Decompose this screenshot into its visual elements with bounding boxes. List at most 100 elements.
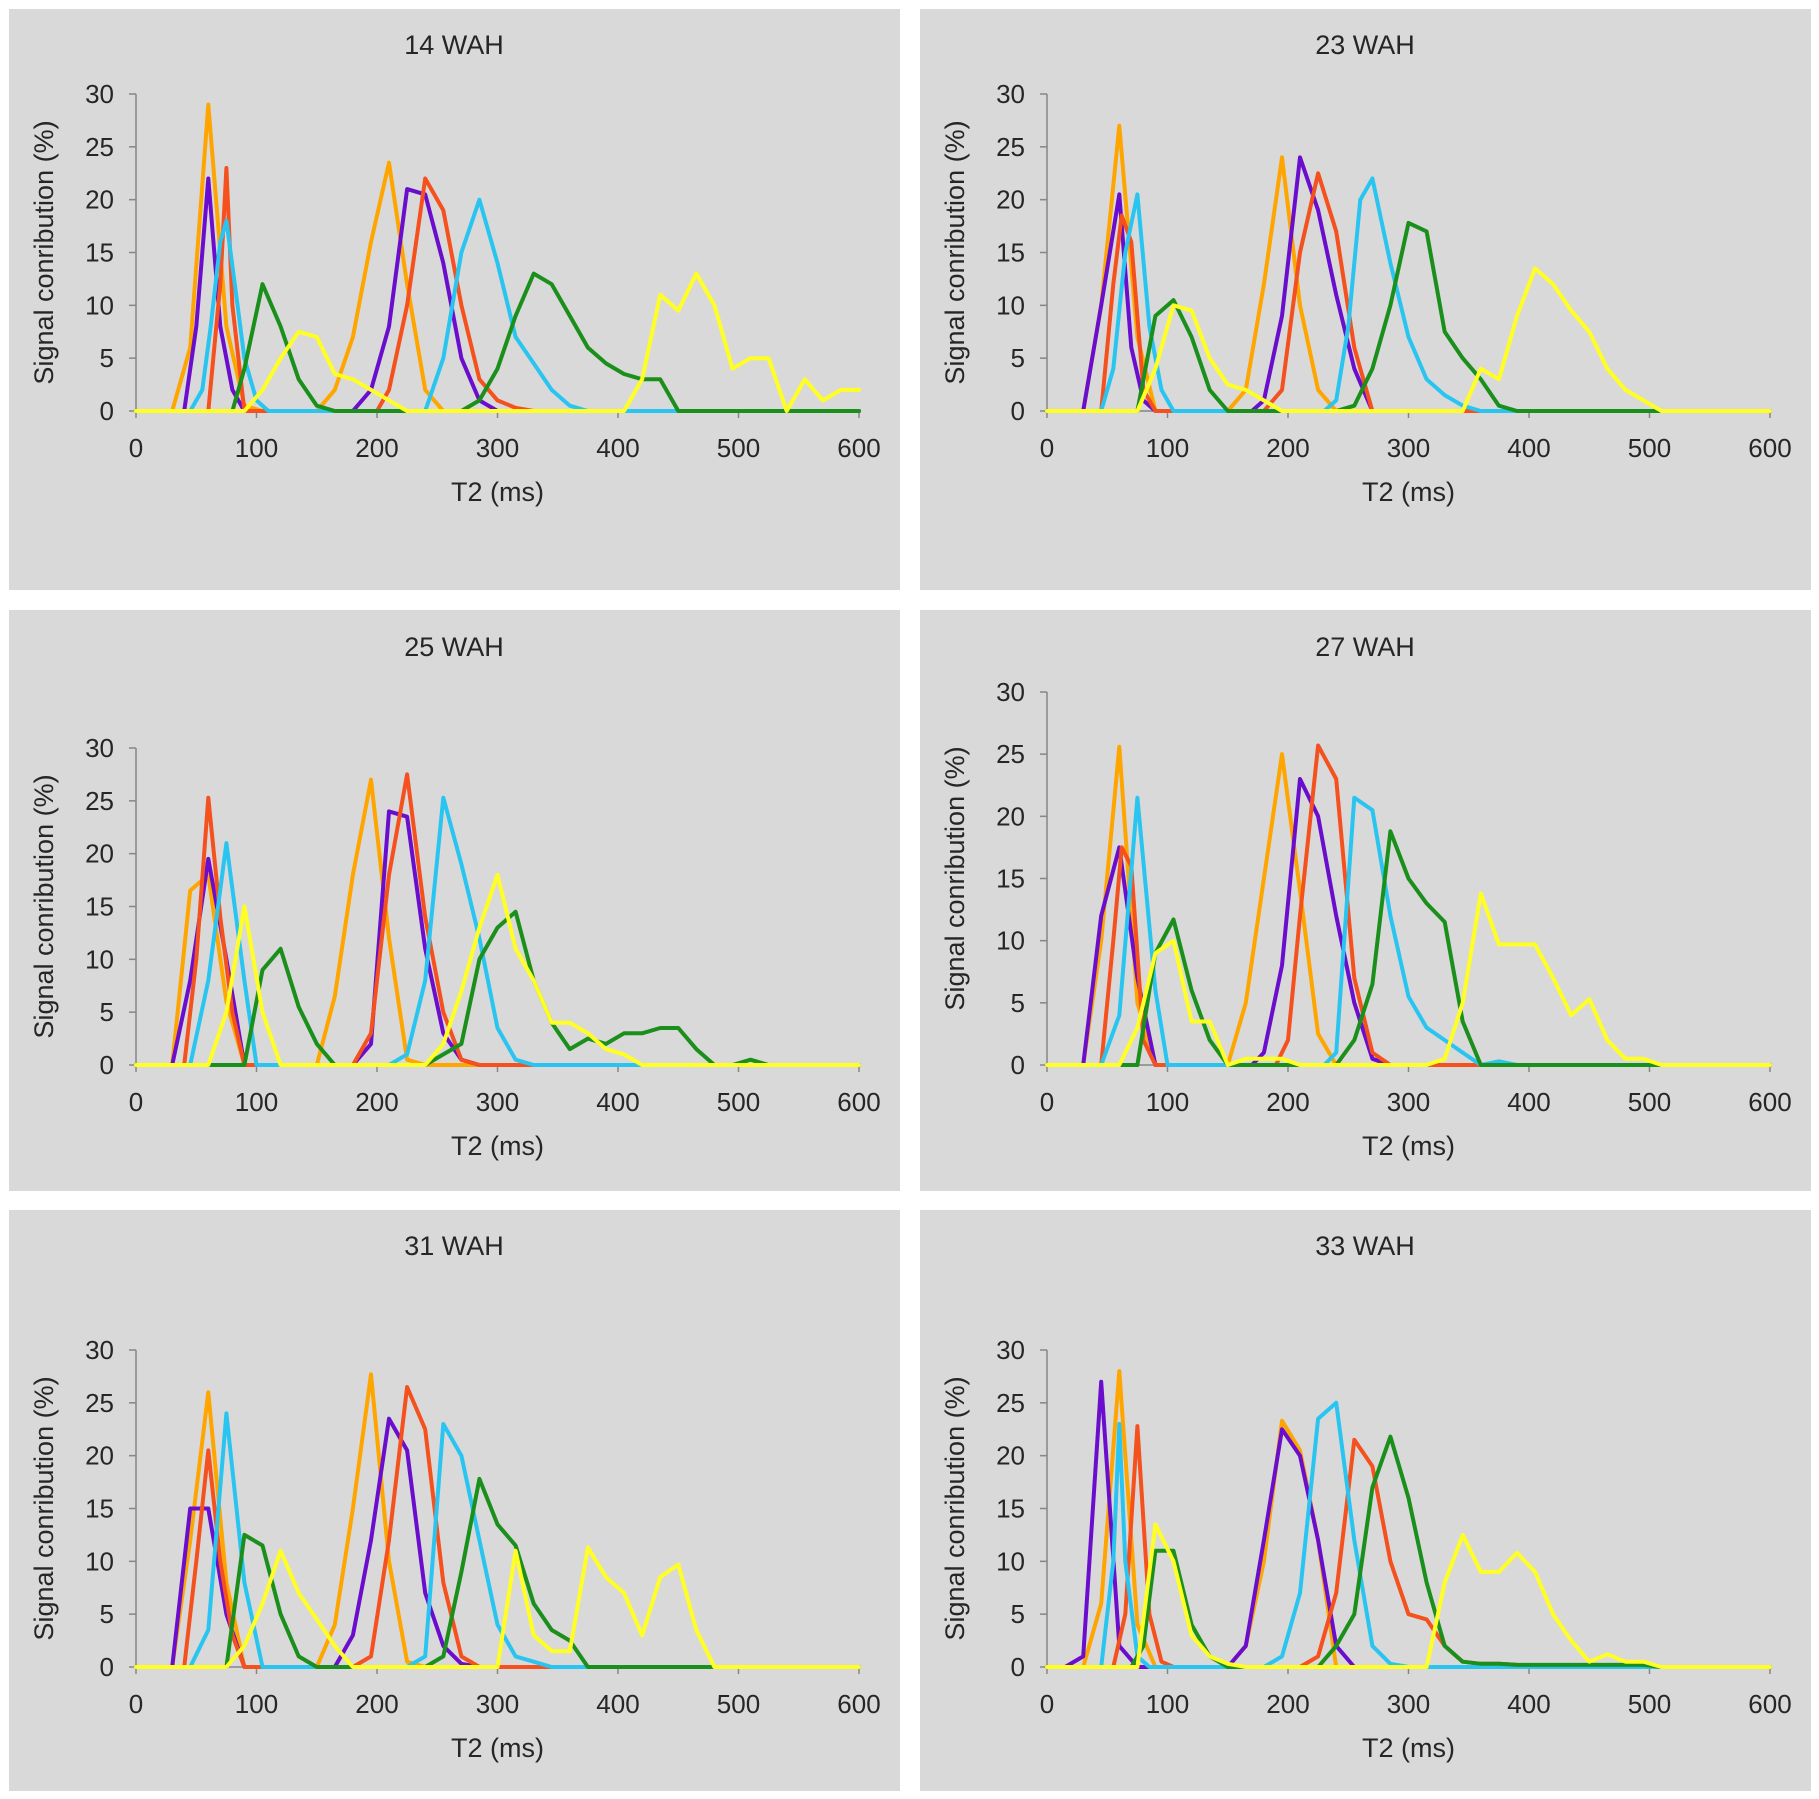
series-line-yellow [134, 1545, 861, 1669]
x-tick-label: 100 [235, 1087, 278, 1117]
x-tick-label: 600 [1748, 1689, 1791, 1719]
y-tick-label: 20 [996, 801, 1025, 831]
y-axis-label: Signal conribution (%) [29, 774, 59, 1038]
x-tick-label: 100 [235, 433, 278, 463]
y-tick-label: 0 [1011, 396, 1025, 426]
y-tick-label: 15 [85, 238, 114, 268]
chart-panel-23-wah: 23 WAH 0 5 10 15 20 25 30 0 100 200 300 400 500 600 T2 … [920, 9, 1811, 590]
x-tick-label: 400 [596, 1689, 639, 1719]
y-tick-label: 5 [100, 997, 114, 1027]
x-tick-label: 400 [1507, 1087, 1550, 1117]
x-tick-label: 200 [1266, 1087, 1309, 1117]
y-tick-label: 30 [85, 1335, 114, 1365]
y-tick-label: 0 [1011, 1652, 1025, 1682]
x-axis-label: T2 (ms) [451, 1131, 544, 1161]
chart-title: 14 WAH [404, 30, 504, 60]
series-line-red [1045, 1424, 1772, 1669]
chart-title: 31 WAH [404, 1231, 504, 1261]
y-axis-label: Signal conribution (%) [940, 1376, 970, 1640]
y-tick-label: 15 [996, 238, 1025, 268]
x-tick-label: 500 [717, 1689, 760, 1719]
y-tick-label: 15 [996, 864, 1025, 894]
series-line-purple [134, 1416, 861, 1669]
x-tick-label: 600 [1748, 433, 1791, 463]
y-tick-label: 30 [996, 79, 1025, 109]
x-tick-label: 0 [129, 433, 143, 463]
y-tick-label: 5 [1011, 988, 1025, 1018]
x-tick-label: 300 [1387, 433, 1430, 463]
y-tick-label: 0 [100, 1652, 114, 1682]
series-line-red [134, 772, 861, 1067]
y-tick-label: 0 [100, 396, 114, 426]
series-line-yellow [134, 271, 861, 413]
series-line-cyan [1045, 1400, 1772, 1669]
series-line-cyan [1045, 795, 1772, 1067]
y-tick-label: 0 [1011, 1050, 1025, 1080]
series-line-yellow [134, 872, 861, 1067]
chart-panel-25-wah: 25 WAH 0 5 10 15 20 25 30 0 100 200 300 400 500 600 T2 … [9, 610, 900, 1191]
y-tick-label: 5 [1011, 1599, 1025, 1629]
y-tick-label: 5 [100, 1599, 114, 1629]
series-line-purple [134, 176, 861, 413]
chart-panel-33-wah: 33 WAH 0 5 10 15 20 25 30 0 100 200 300 400 500 600 T2 … [920, 1210, 1811, 1791]
x-tick-label: 400 [1507, 433, 1550, 463]
series-line-orange [134, 1372, 861, 1669]
chart-title: 33 WAH [1315, 1231, 1415, 1261]
x-tick-label: 500 [1628, 1689, 1671, 1719]
y-tick-label: 25 [996, 739, 1025, 769]
x-tick-label: 0 [1040, 1689, 1054, 1719]
x-tick-label: 200 [355, 433, 398, 463]
x-tick-label: 400 [596, 433, 639, 463]
series-line-red [134, 166, 861, 413]
y-tick-label: 15 [996, 1494, 1025, 1524]
x-axis-label: T2 (ms) [451, 477, 544, 507]
x-tick-label: 400 [596, 1087, 639, 1117]
x-tick-label: 300 [1387, 1087, 1430, 1117]
y-tick-label: 10 [85, 1546, 114, 1576]
chart-panel-14-wah: 14 WAH 0 5 10 15 20 25 30 0 100 200 300 400 500 600 T2 … [9, 9, 900, 590]
series-line-green [1045, 829, 1772, 1067]
x-tick-label: 0 [129, 1689, 143, 1719]
x-tick-label: 200 [1266, 433, 1309, 463]
x-tick-label: 500 [1628, 1087, 1671, 1117]
x-tick-label: 200 [1266, 1689, 1309, 1719]
y-tick-label: 25 [996, 132, 1025, 162]
x-axis-label: T2 (ms) [1362, 1733, 1455, 1763]
y-tick-label: 25 [85, 1388, 114, 1418]
y-tick-label: 30 [996, 677, 1025, 707]
series-line-purple [1045, 777, 1772, 1067]
x-tick-label: 600 [1748, 1087, 1791, 1117]
x-tick-label: 500 [717, 433, 760, 463]
series-line-cyan [134, 197, 861, 413]
y-tick-label: 15 [85, 1494, 114, 1524]
y-tick-label: 20 [85, 1441, 114, 1471]
series-line-green [1045, 220, 1772, 413]
chart-title: 23 WAH [1315, 30, 1415, 60]
y-tick-label: 5 [100, 343, 114, 373]
x-tick-label: 300 [476, 433, 519, 463]
y-axis-label: Signal conribution (%) [940, 746, 970, 1010]
y-tick-label: 10 [996, 1546, 1025, 1576]
y-tick-label: 5 [1011, 343, 1025, 373]
y-axis-label: Signal conribution (%) [29, 120, 59, 384]
series-line-yellow [1045, 891, 1772, 1067]
x-axis-label: T2 (ms) [1362, 1131, 1455, 1161]
x-tick-label: 500 [717, 1087, 760, 1117]
series-line-green [1045, 1434, 1772, 1669]
x-tick-label: 100 [1146, 433, 1189, 463]
y-tick-label: 20 [85, 839, 114, 869]
chart-panel-27-wah: 27 WAH 0 5 10 15 20 25 30 0 100 200 300 400 500 600 T2 … [920, 610, 1811, 1191]
y-tick-label: 15 [85, 892, 114, 922]
x-tick-label: 100 [1146, 1689, 1189, 1719]
y-tick-label: 25 [996, 1388, 1025, 1418]
x-axis-label: T2 (ms) [451, 1733, 544, 1763]
y-tick-label: 30 [85, 733, 114, 763]
series-line-cyan [1045, 176, 1772, 413]
x-tick-label: 500 [1628, 433, 1671, 463]
series-line-orange [1045, 1369, 1772, 1669]
